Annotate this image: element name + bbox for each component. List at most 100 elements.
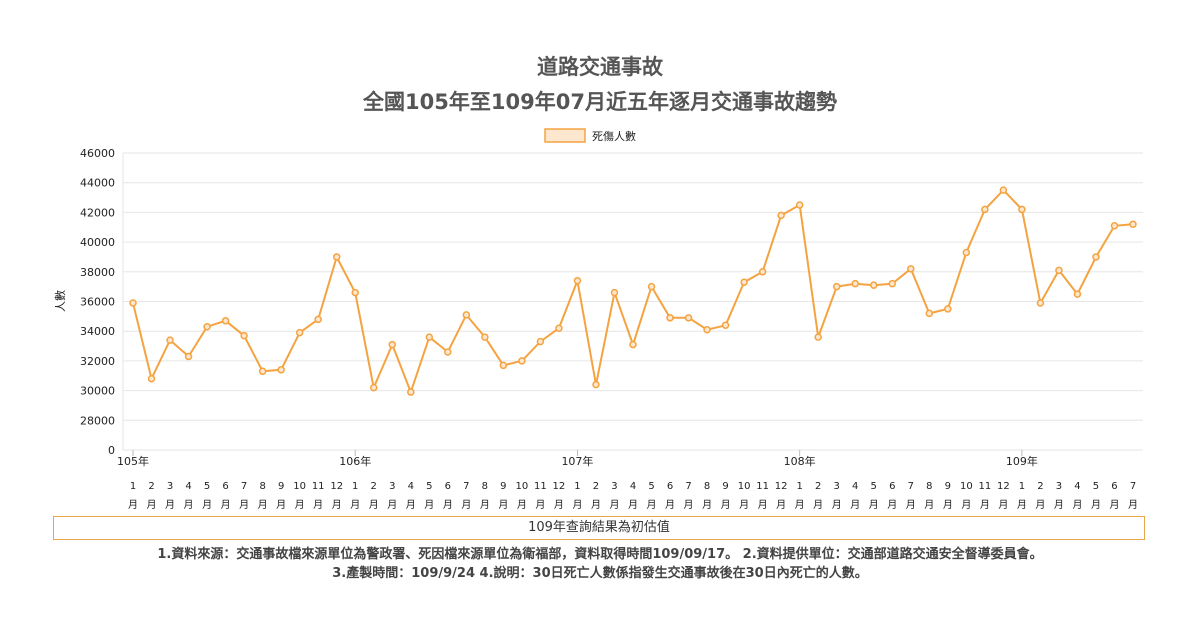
x-month-number: 5 bbox=[871, 481, 877, 492]
x-month-suffix: 月 bbox=[239, 499, 249, 511]
x-month-suffix: 月 bbox=[369, 499, 379, 511]
x-month-suffix: 月 bbox=[776, 499, 786, 511]
x-month-number: 5 bbox=[648, 481, 654, 492]
x-month-number: 12 bbox=[553, 481, 566, 492]
preliminary-note: 109年查詢結果為初估值 bbox=[53, 516, 1145, 540]
x-month-suffix: 月 bbox=[165, 499, 175, 511]
x-month-suffix: 月 bbox=[128, 499, 138, 511]
x-month-suffix: 月 bbox=[276, 499, 286, 511]
chart-subtitle: 全國105年至109年07月近五年逐月交通事故趨勢 bbox=[362, 90, 837, 114]
y-tick-label: 28000 bbox=[80, 414, 115, 427]
footer-notes: 1.資料來源：交通事故檔來源單位為警政署、死因檔來源單位為衛福部，資料取得時間1… bbox=[0, 545, 1200, 583]
x-month-suffix: 月 bbox=[572, 499, 582, 511]
data-point bbox=[981, 205, 989, 214]
x-month-number: 4 bbox=[408, 481, 414, 492]
x-month-suffix: 月 bbox=[258, 499, 268, 511]
x-month-suffix: 月 bbox=[739, 499, 749, 511]
data-point bbox=[536, 337, 545, 346]
data-point bbox=[1018, 205, 1026, 214]
data-point bbox=[407, 388, 415, 396]
data-point bbox=[814, 333, 822, 341]
x-month-number: 4 bbox=[185, 481, 191, 492]
x-month-number: 7 bbox=[685, 481, 691, 492]
data-point bbox=[629, 340, 637, 349]
x-month-suffix: 月 bbox=[350, 499, 360, 511]
x-year-label: 108年 bbox=[784, 454, 816, 468]
data-point bbox=[462, 311, 471, 319]
x-month-number: 10 bbox=[516, 481, 529, 492]
x-month-suffix: 月 bbox=[1072, 499, 1082, 511]
data-point bbox=[166, 336, 174, 344]
data-point bbox=[795, 201, 804, 209]
x-month-suffix: 月 bbox=[147, 499, 157, 511]
x-month-number: 4 bbox=[852, 481, 858, 492]
x-month-suffix: 月 bbox=[517, 499, 527, 511]
data-point bbox=[351, 288, 359, 297]
data-point bbox=[369, 383, 378, 392]
x-month-number: 1 bbox=[796, 481, 802, 492]
data-point bbox=[592, 380, 600, 389]
x-month-suffix: 月 bbox=[887, 499, 897, 511]
y-tick-label: 34000 bbox=[80, 325, 115, 338]
x-month-suffix: 月 bbox=[1017, 499, 1027, 511]
x-month-number: 2 bbox=[593, 481, 599, 492]
x-month-suffix: 月 bbox=[1054, 499, 1064, 511]
x-month-number: 1 bbox=[352, 481, 358, 492]
data-point bbox=[907, 265, 915, 273]
y-tick-label: 38000 bbox=[80, 266, 115, 279]
x-month-number: 5 bbox=[1093, 481, 1099, 492]
x-month-suffix: 月 bbox=[332, 499, 342, 511]
x-month-number: 2 bbox=[815, 481, 821, 492]
data-point bbox=[647, 282, 656, 291]
x-month-suffix: 月 bbox=[591, 499, 601, 511]
x-month-number: 2 bbox=[148, 481, 154, 492]
data-point bbox=[240, 331, 248, 340]
chart-title: 道路交通事故 bbox=[537, 55, 664, 79]
data-point bbox=[962, 248, 971, 257]
x-month-number: 9 bbox=[500, 481, 506, 492]
x-month-number: 2 bbox=[371, 481, 377, 492]
data-point bbox=[1110, 222, 1119, 230]
data-point bbox=[1036, 299, 1045, 307]
x-month-number: 1 bbox=[1019, 481, 1025, 492]
x-month-number: 4 bbox=[1074, 481, 1080, 492]
x-month-suffix: 月 bbox=[998, 499, 1008, 511]
x-month-suffix: 月 bbox=[535, 499, 545, 511]
x-month-number: 6 bbox=[1111, 481, 1117, 492]
x-month-number: 6 bbox=[445, 481, 451, 492]
x-month-suffix: 月 bbox=[554, 499, 564, 511]
x-month-suffix: 月 bbox=[647, 499, 657, 511]
x-month-suffix: 月 bbox=[295, 499, 305, 511]
data-point bbox=[1092, 253, 1100, 261]
x-month-suffix: 月 bbox=[961, 499, 971, 511]
legend-swatch bbox=[544, 128, 586, 143]
series-line bbox=[132, 188, 1134, 396]
x-year-label: 105年 bbox=[117, 454, 149, 468]
data-point bbox=[888, 279, 897, 288]
x-month-number: 6 bbox=[889, 481, 895, 492]
x-month-suffix: 月 bbox=[832, 499, 842, 511]
y-axis-label: 人數 bbox=[54, 290, 67, 312]
x-month-number: 7 bbox=[463, 481, 469, 492]
data-point bbox=[740, 278, 748, 286]
x-month-suffix: 月 bbox=[980, 499, 990, 511]
x-month-suffix: 月 bbox=[906, 499, 916, 511]
data-point bbox=[295, 328, 304, 337]
x-month-number: 9 bbox=[278, 481, 284, 492]
data-point bbox=[388, 340, 397, 349]
data-point bbox=[258, 367, 267, 376]
x-month-number: 10 bbox=[293, 481, 306, 492]
data-point bbox=[1129, 220, 1137, 229]
x-month-suffix: 月 bbox=[795, 499, 805, 511]
x-month-suffix: 月 bbox=[480, 499, 490, 511]
data-point bbox=[555, 324, 563, 332]
data-point bbox=[666, 314, 674, 322]
data-point bbox=[610, 288, 619, 297]
x-month-suffix: 月 bbox=[665, 499, 675, 511]
data-point bbox=[184, 352, 193, 361]
x-month-number: 1 bbox=[130, 481, 136, 492]
data-point bbox=[999, 186, 1008, 194]
x-month-suffix: 月 bbox=[758, 499, 768, 511]
data-point bbox=[869, 281, 878, 289]
x-month-number: 3 bbox=[1056, 481, 1062, 492]
